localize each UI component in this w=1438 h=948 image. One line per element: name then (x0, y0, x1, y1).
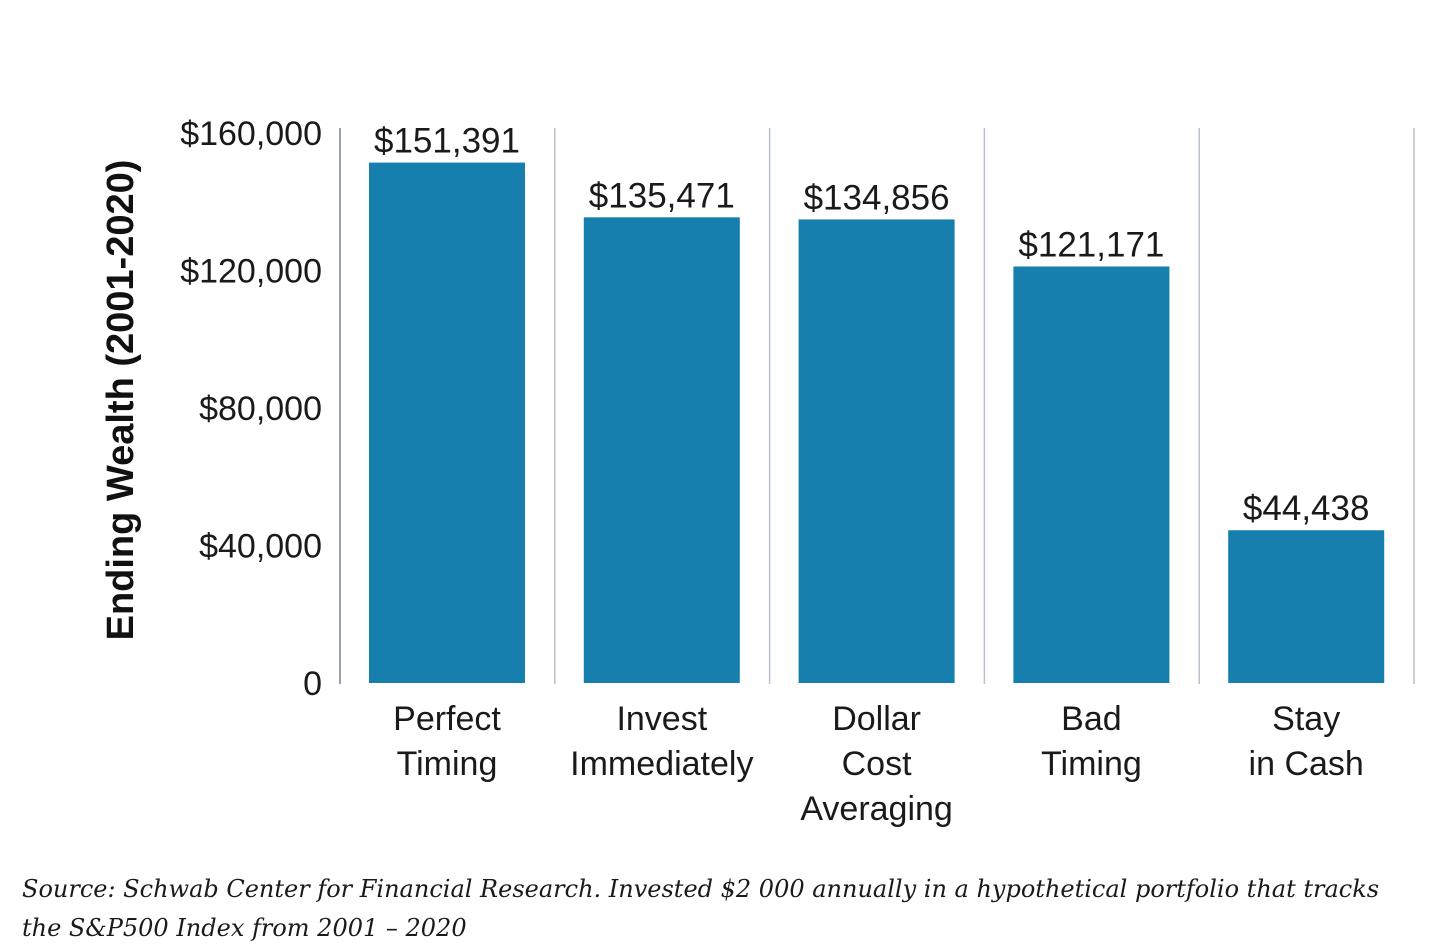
category-label: Invest (616, 700, 707, 738)
bar (1228, 530, 1385, 683)
data-label: $121,171 (1018, 225, 1164, 264)
category-label: Immediately (570, 745, 753, 783)
data-label: $135,471 (589, 176, 735, 215)
y-tick-label: $40,000 (199, 528, 322, 566)
data-label: $134,856 (804, 178, 950, 217)
category-label: Stay (1272, 700, 1340, 738)
category-label: Bad (1061, 700, 1122, 738)
category-label: in Cash (1249, 745, 1364, 783)
bar (1013, 266, 1170, 683)
y-axis-title: Ending Wealth (2001-2020) (100, 160, 142, 641)
y-tick-label: $160,000 (180, 115, 322, 153)
category-label: Cost (842, 745, 912, 783)
source-caption: Source: Schwab Center for Financial Rese… (22, 875, 1380, 942)
bar (583, 217, 740, 684)
data-label: $151,391 (374, 122, 520, 161)
y-tick-label: $120,000 (180, 253, 322, 291)
category-label: Averaging (800, 790, 953, 828)
chart-svg: 0 $40,000 $80,000 $120,000 $160,000 Ending We… (100, 115, 1415, 828)
category-label: Timing (397, 745, 498, 783)
bar-chart: 0 $40,000 $80,000 $120,000 $160,000 Ending We… (100, 115, 1415, 828)
y-tick-label: 0 (303, 665, 322, 703)
category-label: Perfect (393, 700, 501, 738)
data-label: $44,438 (1243, 489, 1370, 528)
y-tick-label: $80,000 (199, 390, 322, 428)
bar (798, 219, 955, 683)
category-label: Timing (1041, 745, 1142, 783)
category-label: Dollar (832, 700, 921, 738)
bar (369, 162, 525, 683)
